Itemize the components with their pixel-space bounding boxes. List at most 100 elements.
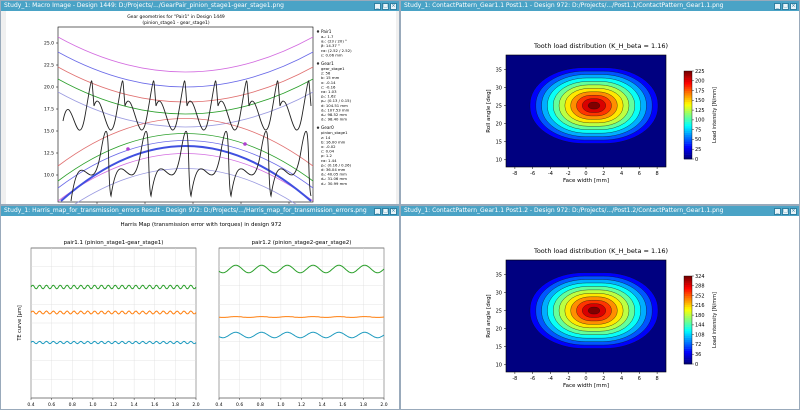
x-tick-label: -4 (548, 171, 553, 177)
colorbar-segment (684, 97, 692, 100)
x-tick-label: 8 (656, 376, 659, 382)
colorbar-segment (684, 117, 692, 120)
harris-map-chart: Harris Map (transmission error with torq… (1, 216, 399, 409)
y-tick-label: 35 (496, 272, 502, 278)
x-tick-label: 0.8 (69, 402, 76, 408)
legend-heading: Gear1 (321, 61, 334, 66)
y-axis-label: TE curve [µm] (17, 305, 23, 341)
x-tick-label: 1.0 (89, 402, 96, 408)
x-tick-label: 0 (584, 376, 587, 382)
legend-line: d: 36.04 mm (321, 167, 346, 172)
colorbar-segment (684, 150, 692, 153)
pinion-circle-arc (57, 118, 314, 167)
legend-line: b: 16.00 mm (321, 139, 346, 144)
x-tick-label: 1.2 (298, 402, 305, 408)
gear-circle-arc (57, 66, 314, 103)
colorbar-segment (684, 322, 692, 325)
colorbar-segment (684, 106, 692, 109)
colorbar-segment (684, 130, 692, 133)
gear-circle-arc (57, 78, 314, 115)
colorbar-segment (684, 324, 692, 327)
colorbar-tick-label: 252 (695, 293, 705, 299)
colorbar-segment (684, 278, 692, 281)
x-tick-label: -2 (566, 171, 571, 177)
x-tick-label: 8 (656, 171, 659, 177)
colorbar-segment (684, 108, 692, 111)
colorbar-segment (684, 302, 692, 305)
colorbar-segment (684, 335, 692, 338)
pinion-pitch-arc (60, 145, 312, 202)
close-icon[interactable]: × (790, 2, 797, 10)
y-tick-label: 30 (496, 85, 502, 91)
window-titlebar[interactable]: Study_1: ContactPattern_Gear1.1 Post1.1 … (401, 1, 799, 11)
colorbar-segment (684, 280, 692, 283)
minimize-icon[interactable]: _ (774, 207, 781, 215)
colorbar-segment (684, 123, 692, 127)
colorbar-segment (684, 300, 692, 303)
pinion-circle-arc (57, 140, 314, 189)
colorbar-segment (684, 71, 692, 74)
legend-line: b: 15 mm (321, 75, 340, 80)
x-axis-label: Face width [mm] (563, 383, 609, 389)
colorbar-segment (684, 339, 692, 343)
colorbar-tick-label: 0 (695, 362, 698, 368)
colorbar-segment (684, 317, 692, 321)
colorbar-segment (684, 361, 692, 365)
pinion-circle-arc (57, 133, 314, 182)
colorbar-segment (684, 313, 692, 316)
close-icon[interactable]: × (390, 207, 397, 215)
close-icon[interactable]: × (790, 207, 797, 215)
legend-line: gear_stage1 (321, 66, 345, 71)
harris-map-window[interactable]: Study_1: Harris_map_for_transmission_err… (0, 205, 400, 410)
y-tick-label: 25.0 (44, 41, 54, 47)
gear-circle-arc (57, 91, 314, 128)
colorbar-tick-label: 216 (695, 303, 705, 309)
legend-line: pinion_stage1 (321, 130, 348, 135)
colorbar-segment (684, 99, 692, 103)
colorbar-segment (684, 79, 692, 83)
legend-line: x: -0.02 (321, 144, 336, 149)
colorbar-segment (684, 309, 692, 312)
window-title: Study_1: ContactPattern_Gear1.1 Post1.1 … (404, 2, 724, 9)
window-titlebar[interactable]: Study_1: Harris_map_for_transmission_err… (1, 206, 399, 216)
maximize-icon[interactable]: □ (782, 207, 789, 215)
colorbar-segment (684, 132, 692, 136)
legend-line: ρₑ: (0.13 / 0.15) (321, 98, 352, 103)
colorbar-label: Load intensity [N/mm] (712, 292, 718, 348)
window-titlebar[interactable]: Study_1: ContactPattern_Gear1.1 Post1.2 … (401, 206, 799, 216)
window-title: Study_1: ContactPattern_Gear1.1 Post1.2 … (404, 207, 724, 214)
colorbar-tick-label: 144 (695, 323, 705, 329)
colorbar-segment (684, 320, 692, 323)
chart-title: Tooth load distribution (K_H_beta = 1.16… (533, 247, 668, 255)
colorbar-segment (684, 134, 692, 138)
window-titlebar[interactable]: Study_1: Macro Image - Design 1449: D:/P… (1, 1, 399, 11)
contact-pattern-window-1[interactable]: Study_1: ContactPattern_Gear1.1 Post1.1 … (400, 0, 800, 205)
x-tick-label: 4 (620, 171, 623, 177)
minimize-icon[interactable]: _ (374, 207, 381, 215)
colorbar-label: Load intensity [N/mm] (712, 87, 718, 143)
contact-point-marker (126, 147, 130, 151)
legend-line: dₐ: 107.53 mm (321, 107, 350, 112)
legend-bullet (316, 62, 320, 65)
gear-tooth-profile (62, 80, 312, 131)
legend-bullet (316, 30, 320, 33)
contact-pattern-window-2[interactable]: Study_1: ContactPattern_Gear1.1 Post1.2 … (400, 205, 800, 410)
minimize-icon[interactable]: _ (774, 2, 781, 10)
maximize-icon[interactable]: □ (382, 207, 389, 215)
legend-line: ρ: 1.2 (321, 153, 333, 158)
gear-geometry-window[interactable]: Study_1: Macro Image - Design 1449: D:/P… (0, 0, 400, 205)
minimize-icon[interactable]: _ (374, 2, 381, 10)
legend-line: dₓ: 98.40 mm (321, 117, 347, 122)
x-tick-label: 1.6 (339, 402, 346, 408)
y-tick-label: 30 (496, 290, 502, 296)
maximize-icon[interactable]: □ (782, 2, 789, 10)
te-series-line (219, 316, 385, 318)
colorbar-segment (684, 331, 692, 334)
colorbar-segment (684, 311, 692, 314)
colorbar-segment (684, 84, 692, 87)
maximize-icon[interactable]: □ (382, 2, 389, 10)
colorbar-segment (684, 86, 692, 89)
legend-line: dₑ: 31.06 mm (321, 176, 347, 181)
legend-line: ρₐ: 1.62 (321, 94, 336, 99)
close-icon[interactable]: × (390, 2, 397, 10)
